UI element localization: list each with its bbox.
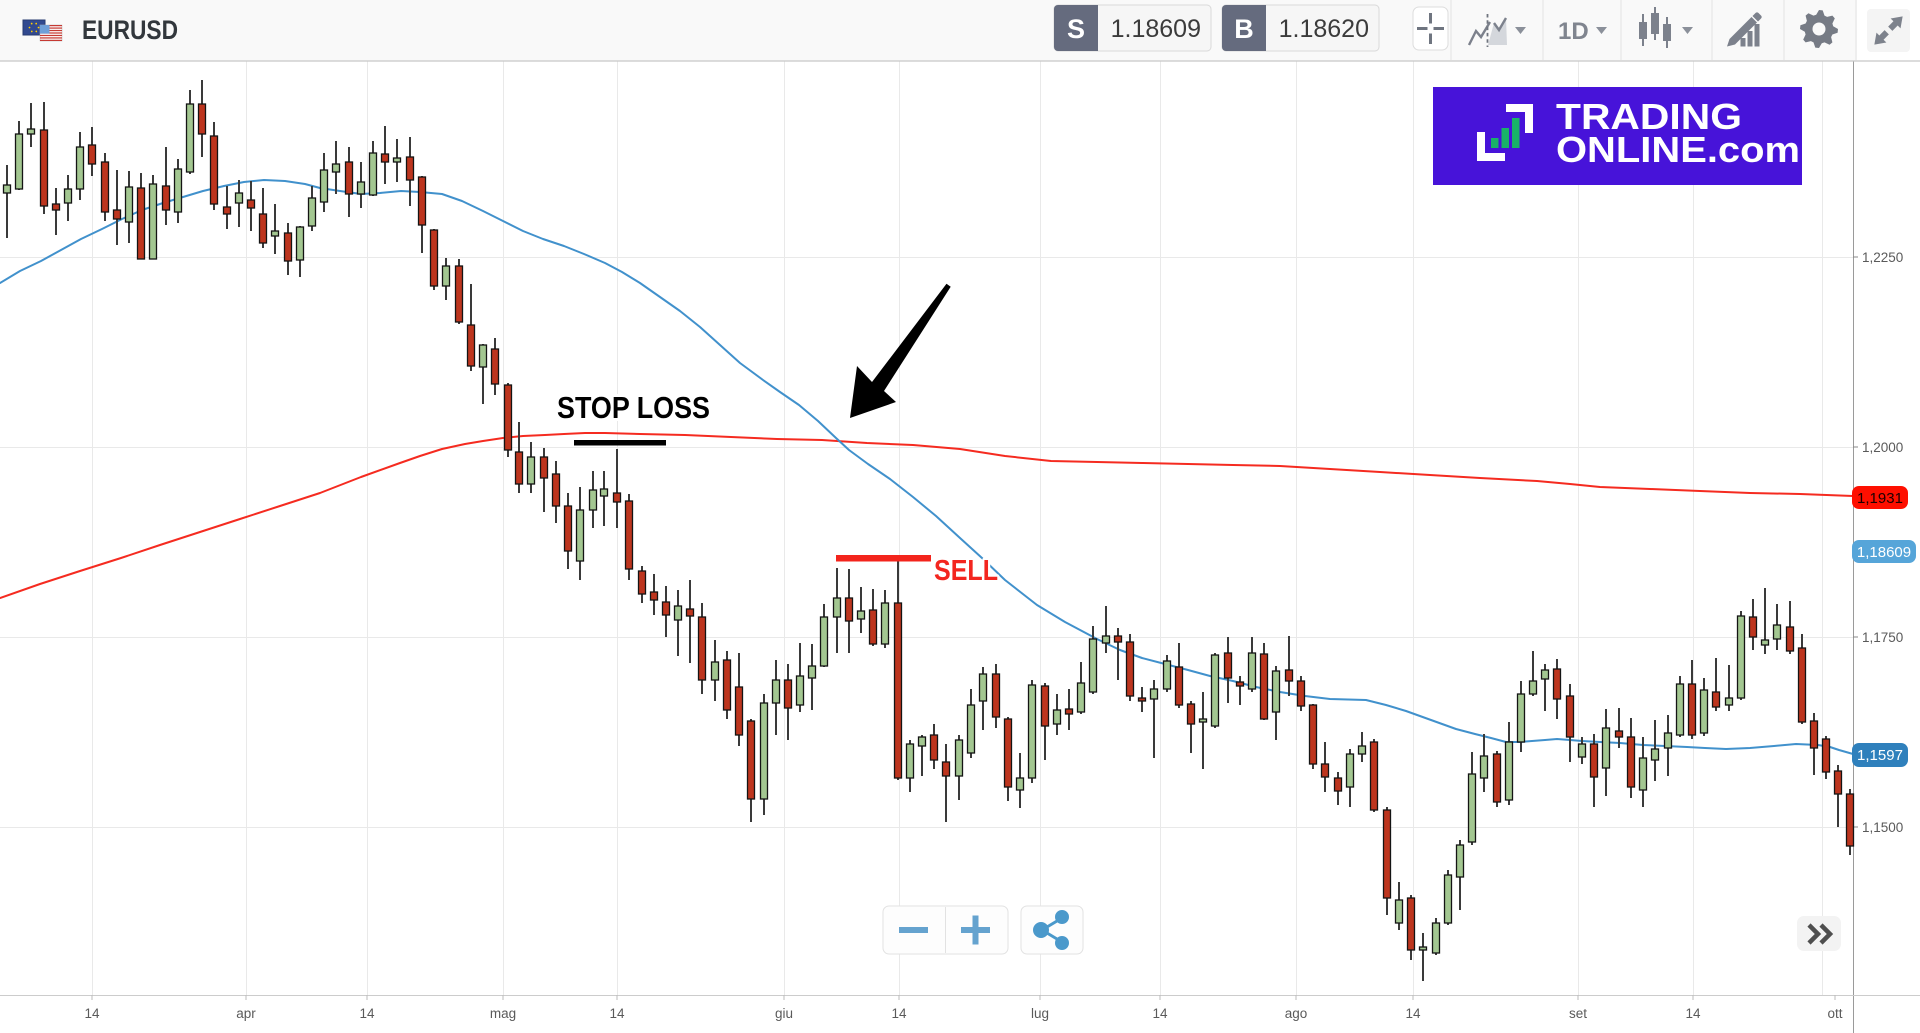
svg-text:1,18609: 1,18609 xyxy=(1857,544,1911,561)
svg-text:TRADING: TRADING xyxy=(1556,96,1742,137)
svg-text:SELL: SELL xyxy=(934,555,998,587)
svg-text:14: 14 xyxy=(84,1006,100,1021)
svg-text:1.18620: 1.18620 xyxy=(1279,15,1369,43)
svg-text:14: 14 xyxy=(1152,1006,1168,1021)
svg-text:1.18609: 1.18609 xyxy=(1111,15,1201,43)
svg-text:lug: lug xyxy=(1031,1006,1049,1021)
svg-text:STOP LOSS: STOP LOSS xyxy=(557,390,710,425)
svg-text:14: 14 xyxy=(359,1006,375,1021)
svg-text:1,1500: 1,1500 xyxy=(1862,820,1903,835)
svg-text:1,1750: 1,1750 xyxy=(1862,630,1903,645)
svg-text:1,2250: 1,2250 xyxy=(1862,250,1903,265)
svg-text:apr: apr xyxy=(236,1006,256,1021)
svg-text:ott: ott xyxy=(1827,1006,1842,1021)
svg-text:1,1597: 1,1597 xyxy=(1857,747,1903,764)
svg-text:1,1931: 1,1931 xyxy=(1857,490,1903,507)
svg-text:14: 14 xyxy=(609,1006,625,1021)
svg-text:14: 14 xyxy=(891,1006,907,1021)
svg-text:set: set xyxy=(1569,1006,1587,1021)
svg-text:14: 14 xyxy=(1685,1006,1701,1021)
svg-text:EURUSD: EURUSD xyxy=(82,15,178,45)
svg-text:B: B xyxy=(1234,14,1254,44)
svg-text:S: S xyxy=(1067,14,1085,44)
svg-text:1,2000: 1,2000 xyxy=(1862,440,1903,455)
svg-text:mag: mag xyxy=(490,1006,516,1021)
svg-text:ago: ago xyxy=(1285,1006,1308,1021)
svg-text:ONLINE.com: ONLINE.com xyxy=(1556,129,1800,170)
svg-text:14: 14 xyxy=(1405,1006,1421,1021)
svg-text:giu: giu xyxy=(775,1006,793,1021)
svg-text:1D: 1D xyxy=(1558,18,1589,45)
